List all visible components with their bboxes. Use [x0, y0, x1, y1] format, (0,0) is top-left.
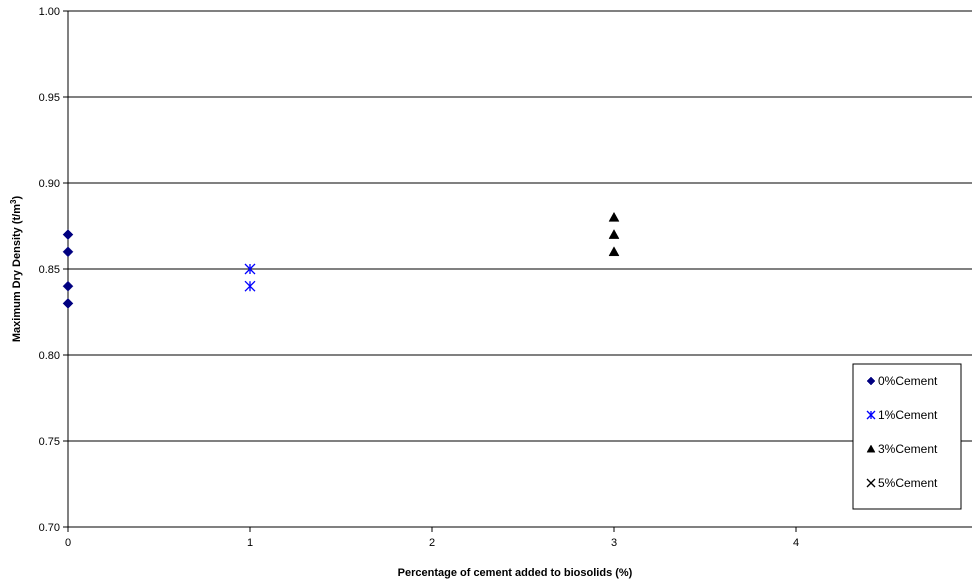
x-tick-label: 0: [65, 537, 71, 549]
point-1pctcement: [244, 263, 256, 275]
y-tick-label: 0.80: [39, 350, 60, 362]
y-axis-title-end: ): [11, 196, 23, 200]
x-axis-title: Percentage of cement added to biosolids …: [398, 567, 633, 579]
legend-marker-5pctcement: [866, 478, 876, 488]
x-tick-label: 2: [429, 537, 435, 549]
point-0pctcement: [62, 246, 74, 258]
legend-label-0pctcement: 0%Cement: [878, 374, 938, 388]
legend-box: [852, 363, 962, 510]
point-1pctcement: [244, 280, 256, 292]
tick-labels: 0.70 0.75 0.80 0.85 0.90 0.95 1.00 0 1 2 3 4: [39, 6, 799, 549]
legend: 0%Cement 1%Cement 3%Cement 5%Cement: [852, 363, 962, 510]
y-axis-title-main: Maximum Dry Density (t/m: [11, 204, 23, 342]
y-tick-label: 0.85: [39, 264, 60, 276]
y-tick-label: 0.95: [39, 92, 60, 104]
x-tick-label: 3: [611, 537, 617, 549]
x-tick-label: 4: [793, 537, 799, 549]
y-tick-label: 0.70: [39, 522, 60, 534]
gridlines: [68, 10, 972, 442]
data-points: [62, 211, 620, 309]
y-tick-label: 0.90: [39, 178, 60, 190]
legend-marker-0pctcement: [866, 376, 876, 386]
point-3pctcement: [608, 211, 620, 222]
point-0pctcement: [62, 298, 74, 309]
legend-label-1pctcement: 1%Cement: [878, 408, 938, 422]
point-0pctcement: [62, 229, 74, 240]
y-tick-label: 1.00: [39, 6, 60, 18]
legend-label-5pctcement: 5%Cement: [878, 476, 938, 490]
legend-marker-1pctcement: [866, 410, 876, 420]
x-tick-label: 1: [247, 537, 253, 549]
y-axis-title: Maximum Dry Density (t/m3): [9, 196, 23, 343]
legend-marker-3pctcement: [866, 444, 876, 453]
point-3pctcement: [608, 246, 620, 257]
point-0pctcement: [62, 280, 74, 292]
point-3pctcement: [608, 229, 620, 239]
y-tick-label: 0.75: [39, 436, 60, 448]
legend-label-3pctcement: 3%Cement: [878, 442, 938, 456]
y-axis-title-sup: 3: [9, 199, 18, 204]
